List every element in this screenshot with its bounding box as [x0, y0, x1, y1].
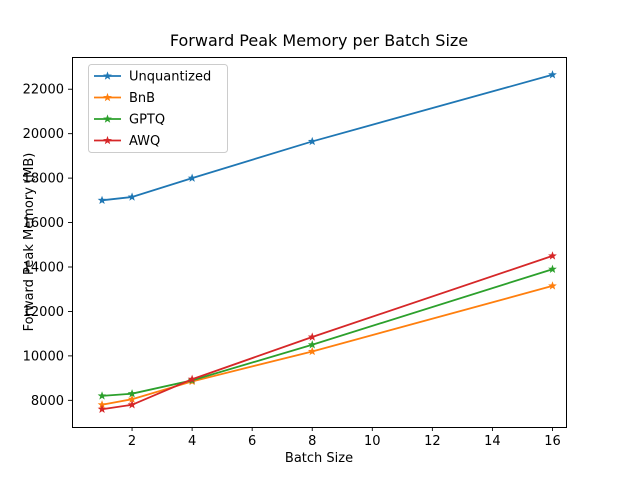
data-point-marker-gptq: [307, 340, 317, 349]
y-axis-label: Forward Peak Memory (MB): [22, 152, 37, 332]
data-point-marker-awq: [127, 400, 137, 409]
x-tick-label: 8: [308, 434, 316, 449]
data-point-marker-bnb: [307, 346, 317, 356]
data-point-marker-unquantized: [127, 192, 137, 201]
data-point-marker-gptq: [127, 389, 137, 398]
data-point-marker-unquantized: [307, 136, 317, 146]
x-tick-label: 16: [544, 434, 561, 449]
chart-title: Forward Peak Memory per Batch Size: [169, 31, 469, 50]
x-tick-label: 14: [484, 434, 501, 449]
data-point-marker-gptq: [548, 264, 557, 273]
y-tick-label: 22000: [23, 83, 64, 98]
data-point-marker-awq: [307, 332, 317, 341]
data-point-marker-bnb: [548, 281, 557, 290]
y-tick-label: 8000: [31, 394, 64, 409]
data-point-marker-gptq: [97, 391, 107, 400]
legend-marker-awq: [103, 135, 112, 145]
legend-label-awq: AWQ: [129, 134, 160, 149]
y-tick-label: 16000: [23, 216, 64, 231]
x-tick-label: 6: [248, 434, 256, 449]
legend-label-bnb: BnB: [129, 91, 155, 106]
legend-label-unquantized: Unquantized: [129, 70, 211, 85]
legend-marker-bnb: [103, 92, 112, 102]
data-point-marker-awq: [187, 374, 197, 383]
data-point-marker-awq: [97, 404, 107, 413]
y-tick-label: 14000: [23, 261, 64, 276]
legend-label-gptq: GPTQ: [129, 113, 165, 128]
legend-marker-gptq: [103, 114, 112, 123]
x-axis-label: Batch Size: [284, 451, 354, 466]
legend-box: [88, 64, 228, 153]
x-tick-label: 4: [188, 434, 196, 449]
data-point-marker-awq: [548, 251, 557, 260]
x-tick-label: 10: [364, 434, 381, 449]
y-tick-label: 10000: [23, 349, 64, 364]
series-line-bnb: [101, 285, 553, 406]
legend-marker-unquantized: [103, 71, 112, 80]
x-tick-label: 2: [128, 434, 136, 449]
y-tick-label: 18000: [23, 172, 64, 187]
data-point-marker-bnb: [97, 400, 107, 409]
data-point-marker-unquantized: [548, 70, 557, 79]
x-tick-label: 12: [424, 434, 441, 449]
data-point-marker-unquantized: [97, 195, 107, 205]
axes-frame: [72, 57, 567, 428]
y-tick-label: 12000: [23, 305, 64, 320]
data-point-marker-bnb: [127, 394, 137, 403]
y-tick-label: 20000: [23, 127, 64, 142]
data-point-marker-unquantized: [187, 173, 197, 182]
